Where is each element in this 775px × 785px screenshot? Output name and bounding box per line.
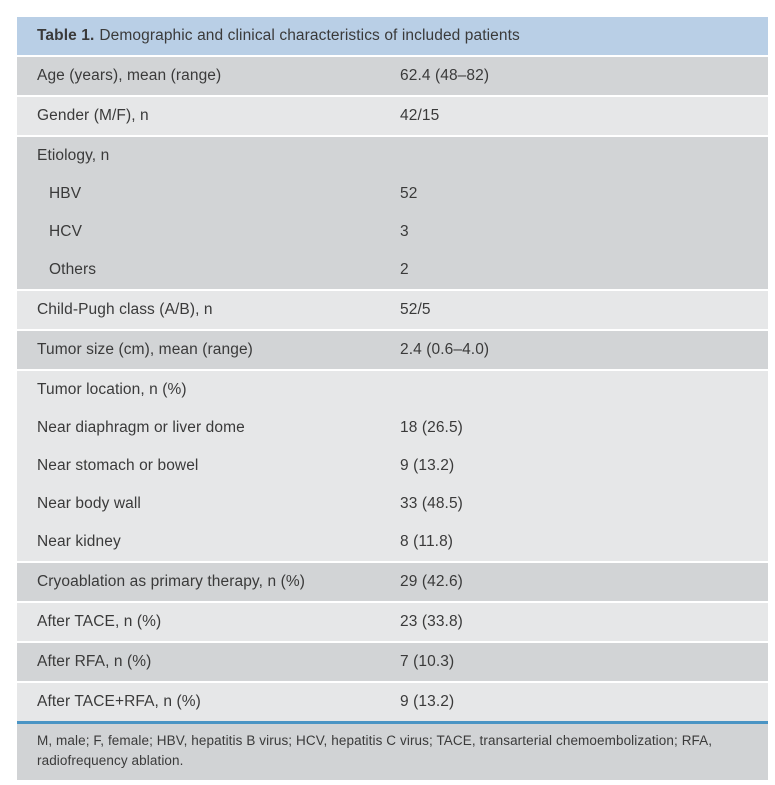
row-value: 52 [400,185,418,202]
row-value: 42/15 [400,107,440,124]
table-container: Table 1. Demographic and clinical charac… [17,17,768,781]
table-band: Etiology, n HBV 52 HCV 3 Others 2 [17,137,768,289]
table-band: After RFA, n (%) 7 (10.3) [17,643,768,681]
row-label: HBV [49,185,82,202]
row-value: 7 (10.3) [400,653,455,670]
row-label: Others [49,261,97,278]
table-band: Tumor location, n (%) Near diaphragm or l… [17,371,768,561]
table-band: Age (years), mean (range) 62.4 (48–82) [17,57,768,95]
table-title-text: Demographic and clinical characteristics… [99,27,520,44]
row-label: Near stomach or bowel [37,457,199,474]
table-row: Tumor location, n (%) [17,371,768,409]
table-row: Near stomach or bowel 9 (13.2) [17,447,768,485]
table-header: Table 1. Demographic and clinical charac… [17,17,768,55]
row-value: 9 (13.2) [400,693,455,710]
table-row: HCV 3 [17,213,768,251]
row-value: 2.4 (0.6–4.0) [400,341,490,358]
row-value: 23 (33.8) [400,613,463,630]
table-row: Cryoablation as primary therapy, n (%) 29… [17,563,768,601]
table-row: Etiology, n [17,137,768,175]
table-row: Age (years), mean (range) 62.4 (48–82) [17,57,768,95]
table-row: Others 2 [17,251,768,289]
footnote-divider [17,721,768,724]
row-value: 8 (11.8) [400,533,454,550]
table-row: Tumor size (cm), mean (range) 2.4 (0.6–4.… [17,331,768,369]
row-value: 9 (13.2) [400,457,455,474]
table-row: Near diaphragm or liver dome 18 (26.5) [17,409,768,447]
table-band: After TACE+RFA, n (%) 9 (13.2) [17,683,768,721]
row-label: HCV [49,223,83,240]
row-label: Etiology, n [37,147,110,164]
table-row: HBV 52 [17,175,768,213]
table-row: Near body wall 33 (48.5) [17,485,768,523]
row-value: 18 (26.5) [400,419,463,436]
table-band: Tumor size (cm), mean (range) 2.4 (0.6–4.… [17,331,768,369]
row-value: 2 [400,261,409,278]
table-row: After TACE, n (%) 23 (33.8) [17,603,768,641]
row-label: Child-Pugh class (A/B), n [37,301,213,318]
table-band: Cryoablation as primary therapy, n (%) 29… [17,563,768,601]
row-value: 3 [400,223,409,240]
row-label: After RFA, n (%) [37,653,152,670]
table-band: Gender (M/F), n 42/15 [17,97,768,135]
row-label: Age (years), mean (range) [37,67,222,84]
row-value: 62.4 (48–82) [400,67,490,84]
row-label: Tumor size (cm), mean (range) [37,341,253,358]
row-label: After TACE, n (%) [37,613,162,630]
row-label: Near kidney [37,533,121,550]
table-row: Child-Pugh class (A/B), n 52/5 [17,291,768,329]
row-label: Near body wall [37,495,141,512]
table-row: After RFA, n (%) 7 (10.3) [17,643,768,681]
row-label: Tumor location, n (%) [37,381,187,398]
row-label: After TACE+RFA, n (%) [37,693,201,710]
table-band: After TACE, n (%) 23 (33.8) [17,603,768,641]
row-label: Cryoablation as primary therapy, n (%) [37,573,305,590]
table-band: Child-Pugh class (A/B), n 52/5 [17,291,768,329]
table-row: After TACE+RFA, n (%) 9 (13.2) [17,683,768,721]
table-footnote: M, male; F, female; HBV, hepatitis B vir… [17,724,768,781]
row-label: Gender (M/F), n [37,107,149,124]
table-row: Near kidney 8 (11.8) [17,523,768,561]
table-body: Age (years), mean (range) 62.4 (48–82) Gen… [17,57,768,721]
row-value: 29 (42.6) [400,573,463,590]
table-number-label: Table 1. [37,27,95,44]
row-value: 33 (48.5) [400,495,463,512]
row-label: Near diaphragm or liver dome [37,419,245,436]
table-row: Gender (M/F), n 42/15 [17,97,768,135]
row-value: 52/5 [400,301,431,318]
